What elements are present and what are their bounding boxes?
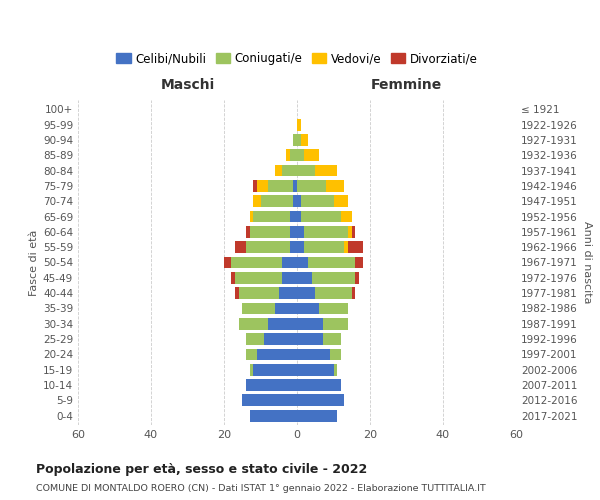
- Bar: [297, 318, 323, 330]
- Bar: [334, 195, 348, 207]
- Bar: [315, 164, 337, 176]
- Bar: [297, 164, 315, 176]
- Bar: [275, 164, 283, 176]
- Bar: [326, 180, 344, 192]
- Bar: [290, 241, 297, 253]
- Bar: [297, 348, 330, 360]
- Bar: [293, 195, 297, 207]
- Bar: [297, 210, 301, 222]
- Bar: [297, 364, 334, 376]
- Bar: [293, 134, 297, 146]
- Bar: [304, 226, 348, 238]
- Bar: [297, 149, 304, 161]
- Bar: [286, 149, 290, 161]
- Bar: [246, 226, 250, 238]
- Bar: [297, 379, 341, 391]
- Bar: [235, 272, 283, 284]
- Bar: [334, 364, 337, 376]
- Bar: [301, 210, 341, 222]
- Bar: [279, 287, 297, 299]
- Bar: [297, 333, 323, 345]
- Bar: [297, 302, 319, 314]
- Bar: [250, 226, 290, 238]
- Bar: [297, 118, 301, 130]
- Bar: [290, 210, 297, 222]
- Text: Popolazione per età, sesso e stato civile - 2022: Popolazione per età, sesso e stato civil…: [36, 462, 367, 475]
- Bar: [330, 348, 341, 360]
- Bar: [250, 410, 297, 422]
- Bar: [224, 256, 232, 268]
- Bar: [290, 149, 297, 161]
- Bar: [275, 302, 297, 314]
- Bar: [341, 210, 352, 222]
- Bar: [355, 272, 359, 284]
- Bar: [246, 241, 290, 253]
- Bar: [323, 318, 348, 330]
- Bar: [253, 180, 257, 192]
- Bar: [348, 241, 363, 253]
- Y-axis label: Anni di nascita: Anni di nascita: [581, 221, 592, 304]
- Bar: [297, 394, 344, 406]
- Bar: [242, 302, 275, 314]
- Bar: [235, 241, 246, 253]
- Bar: [319, 302, 348, 314]
- Bar: [315, 287, 352, 299]
- Bar: [268, 318, 297, 330]
- Bar: [323, 333, 341, 345]
- Bar: [297, 180, 326, 192]
- Bar: [257, 180, 268, 192]
- Bar: [246, 333, 264, 345]
- Bar: [283, 272, 297, 284]
- Bar: [301, 195, 334, 207]
- Bar: [308, 256, 355, 268]
- Bar: [297, 226, 304, 238]
- Bar: [352, 226, 355, 238]
- Bar: [297, 272, 311, 284]
- Bar: [246, 348, 257, 360]
- Bar: [253, 195, 260, 207]
- Bar: [283, 164, 297, 176]
- Bar: [246, 379, 297, 391]
- Text: Maschi: Maschi: [160, 78, 215, 92]
- Bar: [297, 256, 308, 268]
- Text: Femmine: Femmine: [371, 78, 442, 92]
- Bar: [232, 272, 235, 284]
- Bar: [301, 134, 308, 146]
- Legend: Celibi/Nubili, Coniugati/e, Vedovi/e, Divorziati/e: Celibi/Nubili, Coniugati/e, Vedovi/e, Di…: [112, 48, 482, 70]
- Bar: [311, 272, 355, 284]
- Bar: [239, 318, 268, 330]
- Bar: [239, 287, 279, 299]
- Bar: [242, 394, 297, 406]
- Bar: [283, 256, 297, 268]
- Bar: [235, 287, 239, 299]
- Bar: [253, 364, 297, 376]
- Bar: [297, 134, 301, 146]
- Bar: [250, 364, 253, 376]
- Bar: [355, 256, 362, 268]
- Bar: [293, 180, 297, 192]
- Bar: [348, 226, 352, 238]
- Y-axis label: Fasce di età: Fasce di età: [29, 230, 39, 296]
- Bar: [232, 256, 283, 268]
- Bar: [253, 210, 290, 222]
- Bar: [297, 241, 304, 253]
- Bar: [344, 241, 348, 253]
- Bar: [257, 348, 297, 360]
- Bar: [304, 241, 344, 253]
- Text: COMUNE DI MONTALDO ROERO (CN) - Dati ISTAT 1° gennaio 2022 - Elaborazione TUTTIT: COMUNE DI MONTALDO ROERO (CN) - Dati IST…: [36, 484, 486, 493]
- Bar: [297, 287, 315, 299]
- Bar: [268, 180, 293, 192]
- Bar: [264, 333, 297, 345]
- Bar: [297, 195, 301, 207]
- Bar: [290, 226, 297, 238]
- Bar: [250, 210, 253, 222]
- Bar: [352, 287, 355, 299]
- Bar: [260, 195, 293, 207]
- Bar: [297, 410, 337, 422]
- Bar: [304, 149, 319, 161]
